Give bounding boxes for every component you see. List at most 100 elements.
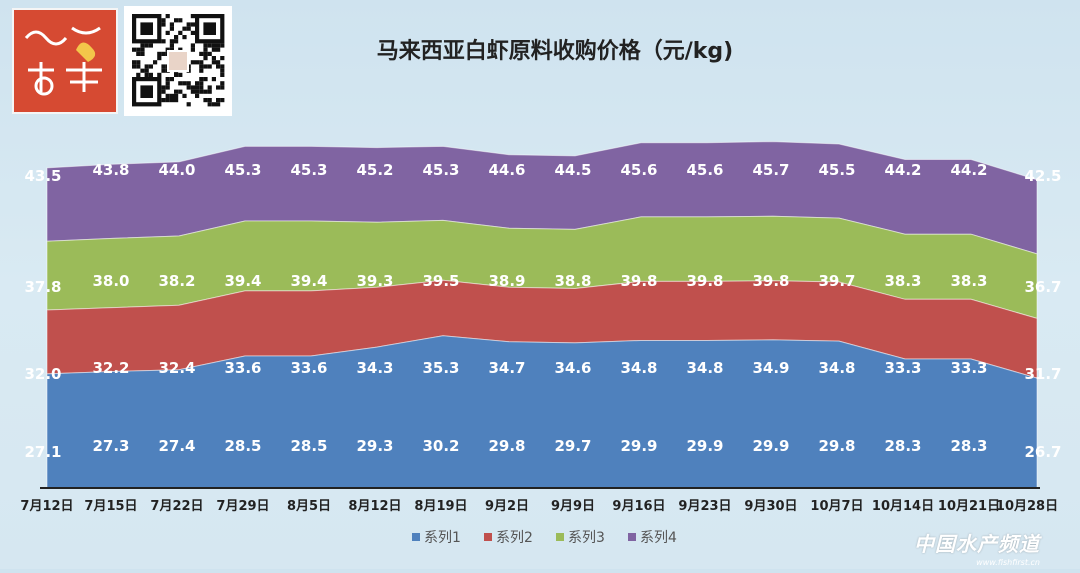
data-label: 34.7 xyxy=(488,359,525,377)
x-tick-label: 10月7日 xyxy=(810,499,863,514)
logo xyxy=(12,8,118,114)
series-area-1 xyxy=(46,335,1038,489)
legend: 系列1 系列2 系列3 系列4 xyxy=(412,530,677,546)
data-label: 34.6 xyxy=(554,359,591,377)
data-label: 39.8 xyxy=(752,272,789,290)
data-label: 45.5 xyxy=(818,161,855,179)
data-label: 34.8 xyxy=(818,359,855,377)
data-label: 38.2 xyxy=(158,272,195,290)
data-label: 35.3 xyxy=(422,359,459,377)
data-label: 29.9 xyxy=(620,437,657,455)
logo-graphic xyxy=(14,10,116,112)
data-label: 33.3 xyxy=(950,359,987,377)
x-tick-label: 7月29日 xyxy=(216,499,269,514)
data-label: 39.7 xyxy=(818,272,855,290)
x-tick-label: 8月12日 xyxy=(348,499,401,514)
data-label: 34.9 xyxy=(752,359,789,377)
data-label: 29.9 xyxy=(686,437,723,455)
x-tick-label: 10月14日 xyxy=(872,499,934,514)
data-label: 39.4 xyxy=(224,272,261,290)
legend-swatch-3 xyxy=(556,533,564,541)
data-label: 39.8 xyxy=(686,272,723,290)
data-label: 38.9 xyxy=(488,272,525,290)
data-label: 38.3 xyxy=(884,272,921,290)
data-label: 32.4 xyxy=(158,359,195,377)
x-tick-label: 8月5日 xyxy=(287,499,331,514)
data-label: 34.8 xyxy=(620,359,657,377)
data-labels: 27.1 27.3 27.4 28.5 28.5 29.3 30.2 29.8 29.7 29.9… xyxy=(24,161,1061,461)
x-tick-label: 9月23日 xyxy=(678,499,731,514)
x-tick-label: 9月9日 xyxy=(551,499,595,514)
data-label: 37.8 xyxy=(24,278,61,296)
data-label: 29.8 xyxy=(818,437,855,455)
data-label: 29.3 xyxy=(356,437,393,455)
data-label: 38.0 xyxy=(92,272,129,290)
legend-label-1: 系列1 xyxy=(424,530,461,546)
data-label: 43.5 xyxy=(24,167,61,185)
watermark-url: www.fishfirst.cn xyxy=(976,558,1040,567)
x-tick-label: 9月16日 xyxy=(612,499,665,514)
data-label: 32.2 xyxy=(92,359,129,377)
data-label: 28.5 xyxy=(290,437,327,455)
qr-code-graphic xyxy=(132,14,225,107)
series-areas xyxy=(46,141,1038,489)
chart-title: 马来西亚白虾原料收购价格（元/kg) xyxy=(377,38,733,64)
data-label: 33.6 xyxy=(290,359,327,377)
data-label: 29.8 xyxy=(488,437,525,455)
data-label: 45.3 xyxy=(290,161,327,179)
x-tick-label: 10月28日 xyxy=(996,499,1058,514)
data-label: 29.9 xyxy=(752,437,789,455)
data-label: 36.7 xyxy=(1024,278,1061,296)
data-label: 38.8 xyxy=(554,272,591,290)
x-tick-label: 10月21日 xyxy=(938,499,1000,514)
data-label: 29.7 xyxy=(554,437,591,455)
x-tick-label: 7月22日 xyxy=(150,499,203,514)
legend-label-3: 系列3 xyxy=(568,530,605,546)
legend-label-4: 系列4 xyxy=(640,530,677,546)
data-label: 27.3 xyxy=(92,437,129,455)
data-label: 27.1 xyxy=(24,443,61,461)
x-tick-label: 9月30日 xyxy=(744,499,797,514)
data-label: 34.3 xyxy=(356,359,393,377)
data-label: 33.3 xyxy=(884,359,921,377)
data-label: 28.5 xyxy=(224,437,261,455)
x-tick-label: 7月15日 xyxy=(84,499,137,514)
legend-label-2: 系列2 xyxy=(496,530,533,546)
data-label: 30.2 xyxy=(422,437,459,455)
qr-code xyxy=(124,6,232,116)
data-label: 44.2 xyxy=(950,161,987,179)
data-label: 44.6 xyxy=(488,161,525,179)
data-label: 45.6 xyxy=(620,161,657,179)
data-label: 44.2 xyxy=(884,161,921,179)
data-label: 39.8 xyxy=(620,272,657,290)
data-label: 39.5 xyxy=(422,272,459,290)
data-label: 28.3 xyxy=(950,437,987,455)
legend-swatch-4 xyxy=(628,533,636,541)
x-tick-label: 8月19日 xyxy=(414,499,467,514)
data-label: 38.3 xyxy=(950,272,987,290)
data-label: 28.3 xyxy=(884,437,921,455)
data-label: 42.5 xyxy=(1024,167,1061,185)
data-label: 44.5 xyxy=(554,161,591,179)
data-label: 45.7 xyxy=(752,161,789,179)
data-label: 45.3 xyxy=(224,161,261,179)
x-axis-ticks: 7月12日 7月15日 7月22日 7月29日 8月5日 8月12日 8月19日 9月2日 9月… xyxy=(20,499,1058,514)
data-label: 45.6 xyxy=(686,161,723,179)
watermark-text: 中国水产频道 xyxy=(914,532,1040,556)
data-label: 43.8 xyxy=(92,161,129,179)
legend-swatch-2 xyxy=(484,533,492,541)
data-label: 45.2 xyxy=(356,161,393,179)
data-label: 32.0 xyxy=(24,365,61,383)
data-label: 26.7 xyxy=(1024,443,1061,461)
data-label: 33.6 xyxy=(224,359,261,377)
data-label: 34.8 xyxy=(686,359,723,377)
data-label: 39.3 xyxy=(356,272,393,290)
data-label: 31.7 xyxy=(1024,365,1061,383)
x-tick-label: 9月2日 xyxy=(485,499,529,514)
data-label: 45.3 xyxy=(422,161,459,179)
legend-swatch-1 xyxy=(412,533,420,541)
data-label: 27.4 xyxy=(158,437,195,455)
data-label: 39.4 xyxy=(290,272,327,290)
